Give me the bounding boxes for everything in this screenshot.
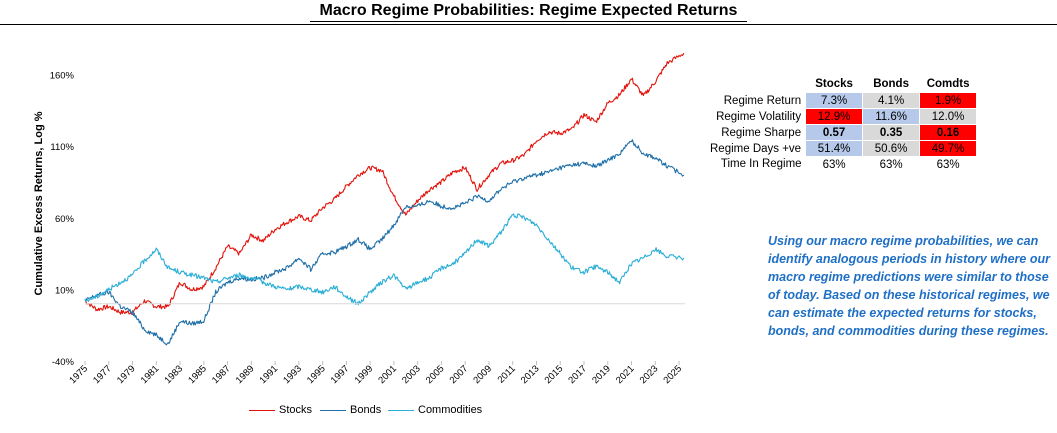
table-cell: 0.35	[862, 124, 921, 141]
legend-item-commodities: Commodities	[388, 404, 482, 416]
x-tick-label: 2017	[566, 363, 589, 386]
x-tick-label: 1987	[210, 363, 233, 386]
x-tick-label: 1981	[139, 363, 162, 386]
legend-label-stocks: Stocks	[279, 404, 313, 416]
legend-swatch-stocks	[249, 409, 275, 411]
table-cell: 4.1%	[862, 92, 921, 109]
x-tick-label: 2001	[376, 363, 399, 386]
x-tick-label: 1989	[234, 363, 257, 386]
series-line-bonds	[84, 139, 685, 346]
x-tick-label: 1997	[329, 363, 352, 386]
row-label: Regime Return	[723, 94, 802, 107]
x-tick-label: 2007	[448, 363, 471, 386]
x-tick-label: 2003	[400, 363, 423, 386]
row-label: Time In Regime	[720, 158, 802, 171]
table-row: Regime Return 7.3% 4.1% 1.9%	[710, 92, 978, 109]
x-tick-label: 1993	[281, 363, 304, 386]
legend-swatch-bonds	[320, 409, 346, 411]
series-line-stocks	[84, 52, 685, 315]
table-cell: 11.6%	[862, 108, 921, 125]
page-title: Macro Regime Probabilities: Regime Expec…	[309, 2, 748, 22]
x-tick-label: 1995	[305, 363, 328, 386]
y-axis-label: Cumulative Excess Returns, Log %	[33, 111, 45, 295]
row-label: Regime Volatility	[716, 110, 802, 123]
x-tick-label: 2013	[519, 363, 542, 386]
x-tick-label: 2015	[543, 363, 566, 386]
table-cell: 49.7%	[919, 140, 978, 157]
commentary-note: Using our macro regime probabilities, we…	[768, 234, 1050, 338]
table-cell: 1.9%	[919, 92, 978, 109]
column-header-bonds: Bonds	[873, 78, 909, 90]
table-corner	[710, 76, 806, 93]
x-tick-label: 2019	[590, 363, 613, 386]
y-ticks: -40% 10% 60% 110% 160%	[50, 71, 75, 368]
regime-stats-table: Stocks Bonds Comdts Regime Return 7.3% 4…	[710, 76, 978, 173]
table-cell: 12.0%	[919, 108, 978, 125]
series-lines	[84, 52, 685, 346]
legend-label-bonds: Bonds	[350, 404, 382, 416]
x-tick-label: 2011	[496, 363, 518, 385]
table-cell: 12.9%	[805, 108, 864, 125]
row-label: Regime Sharpe	[721, 126, 802, 139]
x-tick-label: 2021	[614, 363, 637, 386]
x-ticks: 1975 1977 1979 1981 1983 1985 1987 1989 1991 1993…	[67, 361, 684, 386]
legend-swatch-commodities	[388, 409, 414, 411]
y-tick-label: 160%	[50, 71, 75, 82]
title-wrap: Macro Regime Probabilities: Regime Expec…	[0, 2, 1057, 22]
table-header-row: Stocks Bonds Comdts	[710, 76, 977, 93]
x-tick-label: 1999	[353, 363, 376, 386]
legend-item-stocks: Stocks	[249, 404, 312, 416]
table-row: Regime Volatility 12.9% 11.6% 12.0%	[710, 108, 978, 125]
series-line-commodities	[84, 213, 685, 306]
y-tick-label: 110%	[50, 142, 74, 153]
x-tick-label: 1979	[115, 363, 138, 386]
column-header-comdts: Comdts	[926, 78, 970, 90]
y-tick-label: 60%	[55, 214, 75, 225]
table-cell: 0.16	[919, 124, 978, 141]
x-tick-label: 2025	[661, 363, 684, 386]
table-cell: 0.57	[805, 124, 864, 141]
table-cell: 63%	[879, 158, 903, 171]
table-cell: 50.6%	[862, 140, 921, 157]
row-label: Regime Days +ve	[710, 142, 802, 155]
table-row: Time In Regime 63% 63% 63%	[710, 157, 977, 173]
legend-item-bonds: Bonds	[320, 404, 381, 416]
x-tick-label: 2023	[638, 363, 661, 386]
x-tick-label: 1977	[91, 363, 114, 386]
table-cell: 63%	[822, 158, 846, 171]
x-tick-label: 2009	[471, 363, 494, 386]
column-header-stocks: Stocks	[815, 78, 853, 90]
x-tick-label: 1991	[257, 363, 280, 386]
x-tick-label: 2005	[424, 363, 447, 386]
returns-chart: -40% 10% 60% 110% 160% 1975 1977 1979 1981 1983 1…	[33, 52, 685, 386]
x-tick-label: 1983	[162, 363, 185, 386]
table-cell: 51.4%	[805, 140, 864, 157]
y-tick-label: 10%	[55, 285, 75, 296]
legend-label-commodities: Commodities	[418, 404, 483, 416]
x-tick-label: 1985	[186, 363, 209, 386]
table-cell: 7.3%	[805, 92, 864, 109]
table-row: Regime Days +ve 51.4% 50.6% 49.7%	[710, 140, 978, 157]
title-divider	[0, 24, 1057, 25]
table-row: Regime Sharpe 0.57 0.35 0.16	[710, 124, 978, 141]
table-cell: 63%	[936, 158, 960, 171]
y-tick-label: -40%	[52, 357, 75, 368]
